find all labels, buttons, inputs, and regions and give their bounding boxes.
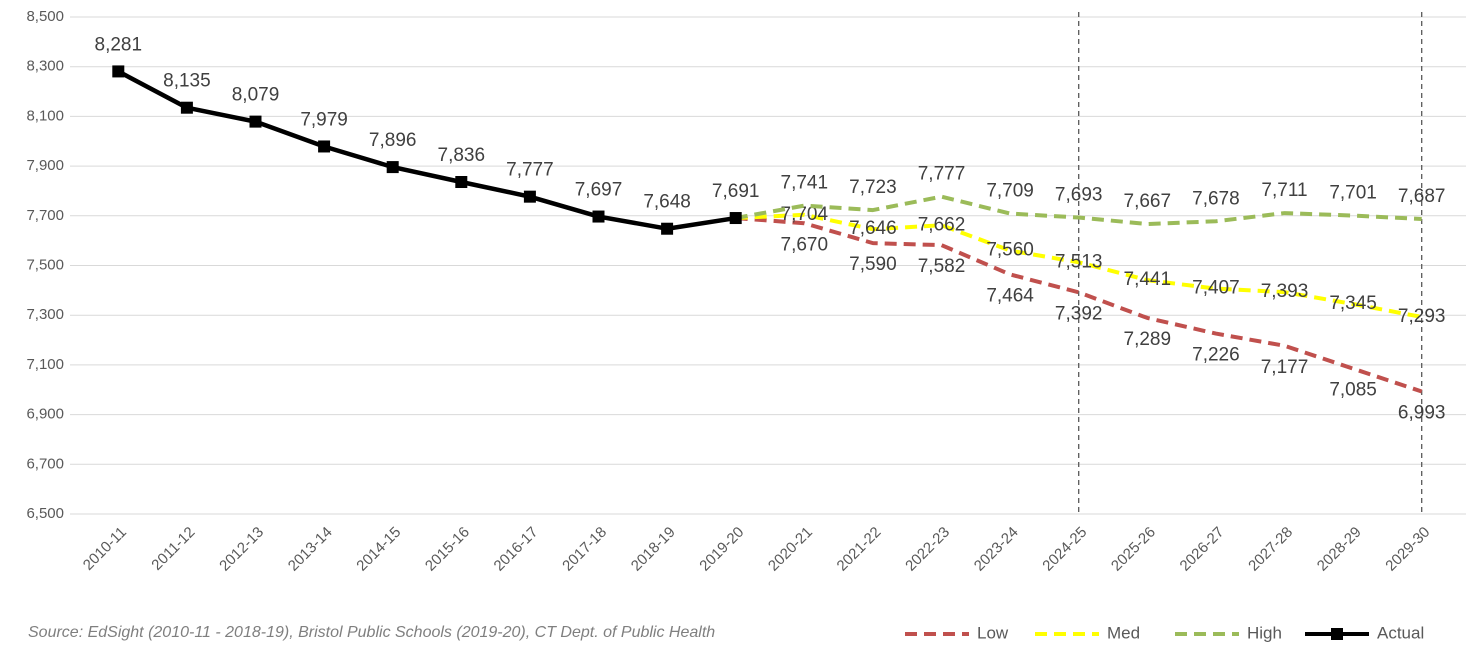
data-label: 7,085 [1329,380,1377,401]
x-tick-label: 2019-20 [696,524,747,575]
data-label: 7,177 [1261,357,1309,378]
data-label: 7,662 [918,214,966,235]
x-tick-label: 2025-26 [1108,524,1159,575]
x-tick-label: 2018-19 [628,524,679,575]
x-tick-label: 2026-27 [1177,524,1228,575]
data-label: 7,648 [643,192,691,213]
marker [523,190,536,203]
marker [249,115,262,128]
x-tick-label: 2015-16 [422,524,473,575]
data-label: 7,590 [849,254,897,275]
marker [592,210,605,223]
data-label: 7,646 [849,218,897,239]
data-label: 7,407 [1192,278,1240,299]
y-tick-label: 8,500 [26,8,64,25]
x-tick-label: 2029-30 [1382,524,1433,575]
y-tick-label: 7,700 [26,207,64,224]
data-label: 7,896 [369,130,417,151]
data-label: 7,226 [1192,345,1240,366]
x-tick-label: 2014-15 [353,524,404,575]
y-tick-label: 8,100 [26,107,64,124]
data-label: 7,393 [1261,281,1309,302]
data-label: 7,836 [438,145,486,166]
data-label: 8,135 [163,71,211,92]
data-label: 7,687 [1398,186,1446,207]
x-tick-label: 2017-18 [559,524,610,575]
series-line [735,194,1422,227]
data-label: 7,979 [300,109,348,130]
source-note: Source: EdSight (2010-11 - 2018-19), Bri… [28,624,715,641]
data-label: 7,697 [575,180,623,201]
data-label: 7,582 [918,256,966,277]
data-label: 8,079 [232,85,280,106]
data-label: 7,691 [712,181,760,202]
data-label: 7,670 [781,234,829,255]
data-label: 7,678 [1192,188,1240,209]
y-tick-label: 7,500 [26,256,64,273]
data-label: 7,345 [1329,293,1377,314]
data-label: 7,560 [986,240,1034,261]
data-label: 7,464 [986,285,1034,306]
x-tick-label: 2021-22 [834,524,885,575]
data-label: 7,693 [1055,185,1103,206]
series-line [735,212,1423,319]
y-tick-label: 6,700 [26,455,64,472]
data-label: 7,741 [781,173,829,194]
y-tick-label: 6,500 [26,505,64,522]
data-label: 7,723 [849,177,897,198]
marker [112,65,125,78]
x-tick-label: 2028-29 [1314,524,1365,575]
x-tick-label: 2011-12 [148,524,198,574]
data-label: 7,711 [1261,180,1307,201]
series-line [117,69,737,231]
data-label: 6,993 [1398,403,1446,424]
x-tick-label: 2022-23 [902,524,953,575]
data-label: 7,777 [918,164,966,185]
legend-marker [1331,628,1343,640]
y-tick-label: 7,300 [26,306,64,323]
legend-label: Med [1107,623,1140,642]
x-tick-label: 2020-21 [765,524,816,575]
legend-label: High [1247,623,1282,642]
data-label: 8,281 [95,34,143,55]
marker [318,140,331,153]
y-tick-label: 7,100 [26,356,64,373]
y-tick-label: 6,900 [26,406,64,423]
data-label: 7,513 [1055,251,1103,272]
x-tick-label: 2016-17 [491,524,542,575]
marker [455,176,468,189]
x-tick-label: 2012-13 [216,524,267,575]
y-tick-label: 7,900 [26,157,64,174]
data-label: 7,392 [1055,303,1103,324]
marker [661,222,674,235]
data-label: 7,701 [1329,183,1377,204]
x-tick-label: 2023-24 [971,524,1022,575]
marker [729,212,742,225]
legend-label: Low [977,623,1009,642]
data-label: 7,667 [1124,191,1172,212]
x-tick-label: 2010-11 [80,524,130,574]
x-tick-label: 2024-25 [1039,524,1090,575]
data-label: 7,289 [1124,329,1172,350]
y-tick-label: 8,300 [26,58,64,75]
x-tick-label: 2013-14 [285,524,336,575]
marker [180,101,193,114]
marker [386,161,399,174]
x-tick-label: 2027-28 [1245,524,1296,575]
data-label: 7,777 [506,160,554,181]
data-label: 7,293 [1398,306,1446,327]
data-label: 7,441 [1124,269,1172,290]
series-line [735,216,1423,394]
data-label: 7,709 [986,181,1034,202]
legend-label: Actual [1377,623,1424,642]
